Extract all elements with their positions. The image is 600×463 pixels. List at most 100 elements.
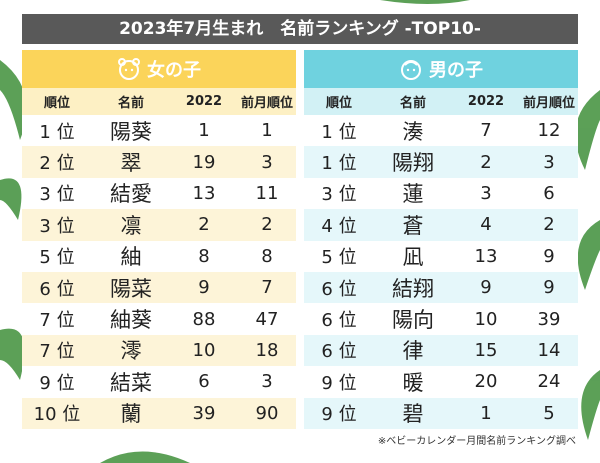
table-cell: 9 — [543, 245, 555, 267]
girls-table: 女の子 順位 名前 2022 前月順位 1 位陽葵 1 1 2 位翠 19 3 3 位結愛 13 11 3… — [22, 50, 296, 430]
table-cell: 9 — [480, 277, 492, 299]
table-cell: 14 — [537, 339, 561, 361]
table-cell: 紬葵 — [110, 308, 152, 333]
title: 2023年7月生まれ 名前ランキング -TOP10- — [22, 14, 578, 44]
table-cell: 暖 — [402, 370, 424, 395]
table-cell: 3 — [543, 151, 555, 173]
table-cell: 3 位 — [39, 184, 75, 206]
table-cell: 1 — [261, 120, 273, 142]
table-cell: 6 — [198, 371, 210, 393]
table-cell: 律 — [402, 339, 424, 364]
boy-icon — [401, 60, 421, 80]
table-cell: 湊 — [402, 119, 424, 144]
table-cell: 7 — [261, 277, 273, 299]
table-cell: 7 — [480, 120, 492, 142]
table-cell: 13 — [474, 245, 498, 267]
table-cell: 9 — [198, 277, 210, 299]
table-row: 6 位 結翔 9 9 — [304, 271, 578, 304]
table-cell: 2 位 — [39, 153, 75, 175]
column-header: 順位 — [325, 96, 352, 111]
table-cell: 90 — [255, 402, 279, 424]
table-row: 5 位 紬 8 8 — [22, 240, 296, 272]
column-header: 名前 — [117, 96, 144, 111]
table-cell: 18 — [255, 339, 279, 361]
table-row: 3 位 凛 2 2 — [22, 209, 296, 241]
table-cell: 3 位 — [39, 215, 75, 237]
table-row: 4 位 蒼 4 2 — [304, 209, 578, 241]
table-cell: 6 位 — [39, 278, 75, 300]
table-cell: 88 — [192, 308, 216, 330]
table-cell: 6 位 — [321, 278, 357, 300]
girl-icon — [118, 58, 140, 80]
table-cell: 7 位 — [39, 341, 75, 363]
table-row: 7 位 紬葵 88 47 — [22, 303, 296, 335]
table-cell: 6 位 — [321, 341, 357, 363]
table-cell: 3 — [480, 182, 492, 204]
table-row: 1 位 湊 7 12 — [304, 115, 578, 147]
table-row: 2 位 翠 19 3 — [22, 146, 296, 178]
table-row: 9 位 結菜 6 3 — [22, 366, 296, 398]
table-cell: 2 — [543, 214, 555, 236]
column-header-row: 順位 名前 2022 前月順位 — [304, 88, 578, 115]
table-cell: 陽菜 — [110, 276, 152, 301]
table-cell: 3 — [261, 151, 273, 173]
table-row: 6 位 律 15 14 — [304, 334, 578, 367]
table-cell: 蓮 — [402, 182, 424, 207]
table-row: 10 位 蘭 39 90 — [22, 397, 296, 429]
table-row: 9 位 暖 20 24 — [304, 366, 578, 398]
table-cell: 9 位 — [321, 404, 357, 426]
source-note: ※ベビーカレンダー月間名前ランキング調べ — [377, 436, 576, 447]
table-cell: 1 位 — [321, 121, 357, 143]
table-cell: 陽葵 — [110, 119, 152, 144]
table-cell: 7 位 — [39, 310, 75, 332]
table-cell: 5 — [543, 402, 555, 424]
table-cell: 1 位 — [321, 153, 357, 175]
girls-label: 女の子 — [147, 60, 201, 81]
table-cell: 1 位 — [39, 121, 75, 143]
table-cell: 結翔 — [392, 276, 434, 301]
table-cell: 4 位 — [321, 215, 357, 237]
table-cell: 2 — [198, 214, 210, 236]
boys-label: 男の子 — [429, 60, 483, 81]
table-row: 3 位 蓮 3 6 — [304, 177, 578, 210]
table-cell: 翠 — [120, 151, 142, 176]
table-cell: 陽向 — [392, 308, 434, 333]
table-cell: 6 位 — [321, 310, 357, 332]
table-cell: 6 — [543, 182, 555, 204]
column-header: 名前 — [399, 96, 426, 111]
table-cell: 20 — [474, 371, 498, 393]
table-cell: 8 — [198, 245, 210, 267]
table-cell: 2 — [261, 214, 273, 236]
table-cell: 9 位 — [321, 372, 357, 394]
table-cell: 8 — [261, 245, 273, 267]
table-cell: 蒼 — [402, 213, 424, 238]
table-row: 1 位 陽葵 1 1 — [22, 115, 296, 147]
table-cell: 15 — [474, 339, 498, 361]
table-cell: 3 位 — [321, 184, 357, 206]
table-cell: 13 — [192, 182, 216, 204]
table-cell: 2 — [480, 151, 492, 173]
table-cell: 陽翔 — [392, 151, 434, 176]
table-row: 6 位 陽向 10 39 — [304, 303, 578, 335]
table-cell: 凛 — [120, 213, 142, 238]
table-cell: 9 — [543, 277, 555, 299]
table-cell: 9 位 — [39, 372, 75, 394]
table-cell: 12 — [537, 120, 561, 142]
table-row: 6 位 陽菜 9 7 — [22, 271, 296, 304]
table-cell: 碧 — [402, 402, 424, 427]
column-header: 2022 — [467, 94, 505, 109]
boys-header: 男の子 — [304, 50, 578, 88]
table-cell: 紬 — [120, 245, 142, 270]
column-header: 2022 — [185, 94, 223, 109]
table-cell: 10 — [474, 308, 498, 330]
table-cell: 11 — [255, 182, 279, 204]
table-cell: 結愛 — [110, 182, 152, 207]
table-cell: 蘭 — [120, 402, 142, 427]
table-cell: 4 — [480, 214, 492, 236]
table-cell: 澪 — [120, 339, 142, 364]
table-cell: 結菜 — [110, 370, 152, 395]
table-row: 5 位 凪 13 9 — [304, 240, 578, 272]
